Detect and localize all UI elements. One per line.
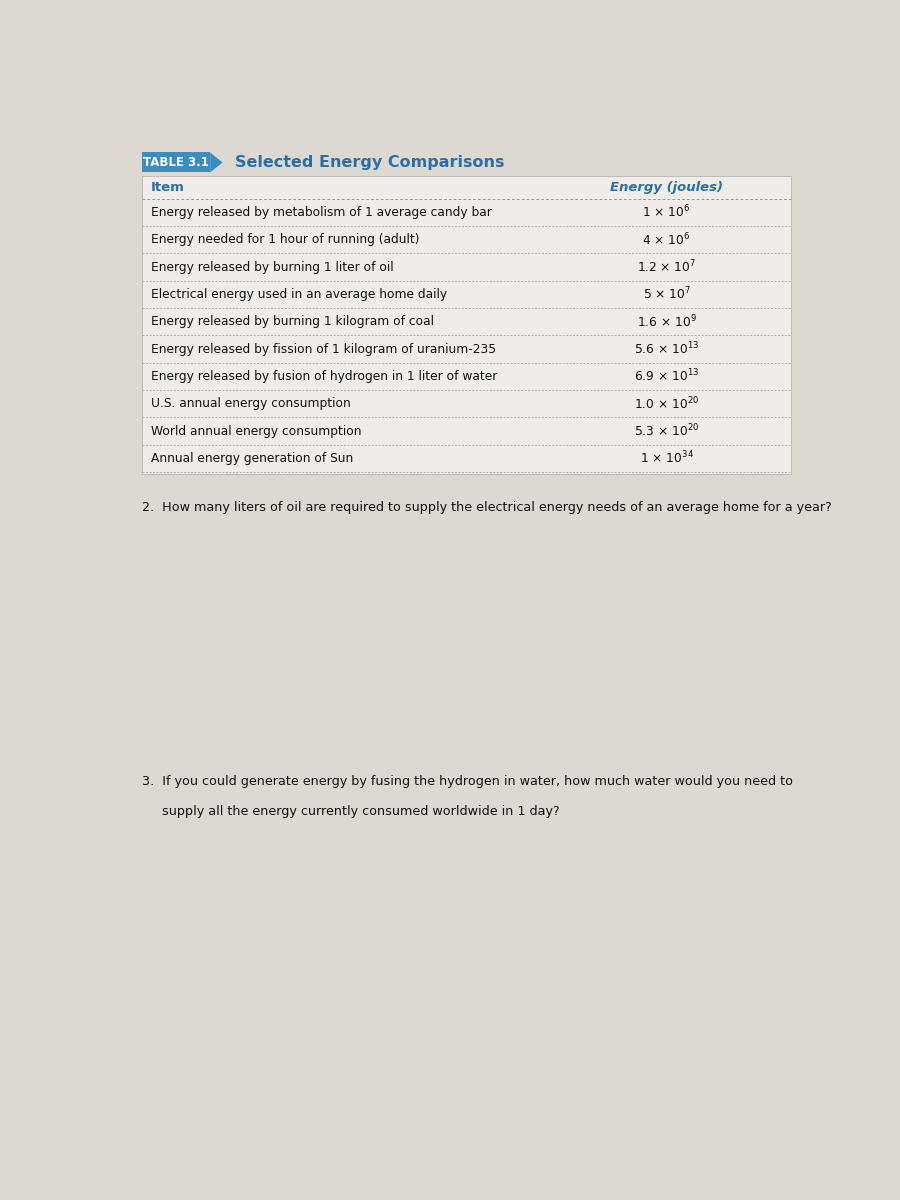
Text: 1.2 × 10$^{7}$: 1.2 × 10$^{7}$ <box>637 259 697 275</box>
Text: 6.9 × 10$^{13}$: 6.9 × 10$^{13}$ <box>634 368 699 385</box>
Text: 1 × 10$^{34}$: 1 × 10$^{34}$ <box>640 450 694 467</box>
Text: U.S. annual energy consumption: U.S. annual energy consumption <box>151 397 351 410</box>
Text: 4 × 10$^{6}$: 4 × 10$^{6}$ <box>643 232 691 248</box>
Text: Electrical energy used in an average home daily: Electrical energy used in an average hom… <box>151 288 447 301</box>
Text: supply all the energy currently consumed worldwide in 1 day?: supply all the energy currently consumed… <box>142 805 560 817</box>
Text: Energy released by burning 1 liter of oil: Energy released by burning 1 liter of oi… <box>151 260 394 274</box>
Text: Selected Energy Comparisons: Selected Energy Comparisons <box>235 155 504 170</box>
Text: 5 × 10$^{7}$: 5 × 10$^{7}$ <box>643 286 690 302</box>
Text: Energy released by burning 1 kilogram of coal: Energy released by burning 1 kilogram of… <box>151 316 434 328</box>
Text: Energy released by fission of 1 kilogram of uranium-235: Energy released by fission of 1 kilogram… <box>151 342 497 355</box>
Text: 1.6 × 10$^{9}$: 1.6 × 10$^{9}$ <box>636 313 697 330</box>
Text: 2.  How many liters of oil are required to supply the electrical energy needs of: 2. How many liters of oil are required t… <box>142 500 832 514</box>
Text: TABLE 3.1: TABLE 3.1 <box>143 156 209 169</box>
Text: 3.  If you could generate energy by fusing the hydrogen in water, how much water: 3. If you could generate energy by fusin… <box>142 775 793 788</box>
FancyBboxPatch shape <box>142 175 790 474</box>
Text: Energy released by metabolism of 1 average candy bar: Energy released by metabolism of 1 avera… <box>151 206 492 218</box>
Text: Energy released by fusion of hydrogen in 1 liter of water: Energy released by fusion of hydrogen in… <box>151 370 498 383</box>
FancyBboxPatch shape <box>142 152 211 173</box>
Text: Item: Item <box>151 181 185 193</box>
Text: World annual energy consumption: World annual energy consumption <box>151 425 362 438</box>
Text: 5.6 × 10$^{13}$: 5.6 × 10$^{13}$ <box>634 341 699 358</box>
Text: Energy needed for 1 hour of running (adult): Energy needed for 1 hour of running (adu… <box>151 233 419 246</box>
Text: Annual energy generation of Sun: Annual energy generation of Sun <box>151 452 354 464</box>
Text: 1 × 10$^{6}$: 1 × 10$^{6}$ <box>643 204 691 221</box>
Polygon shape <box>211 152 222 173</box>
Text: 1.0 × 10$^{20}$: 1.0 × 10$^{20}$ <box>634 395 699 412</box>
Text: 5.3 × 10$^{20}$: 5.3 × 10$^{20}$ <box>634 422 699 439</box>
Text: Energy (joules): Energy (joules) <box>610 181 723 193</box>
